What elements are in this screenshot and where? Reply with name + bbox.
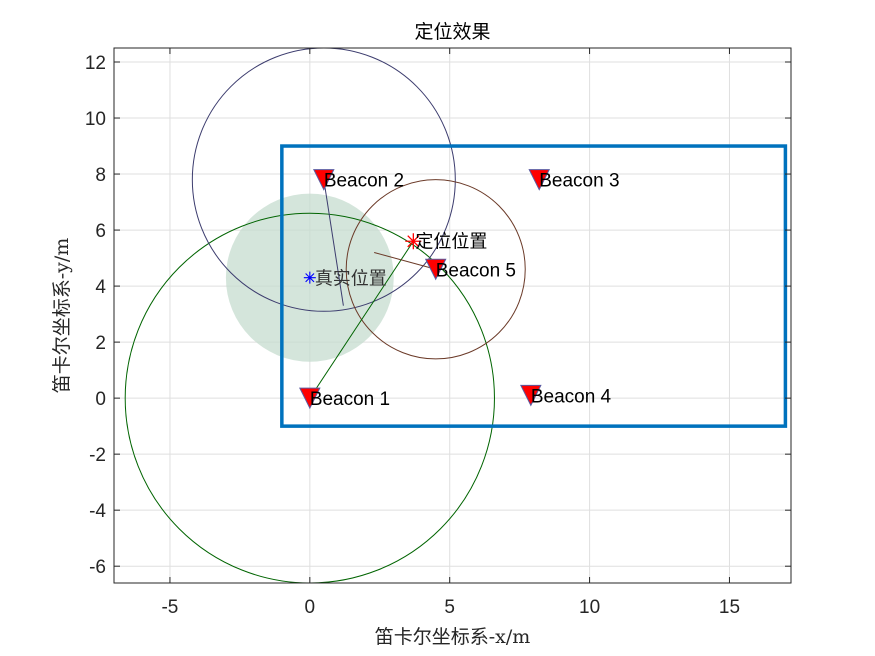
range-line-beacon-1	[309, 240, 414, 399]
beacon-marker-4	[520, 384, 542, 407]
x-tick-label-3: 10	[579, 597, 600, 618]
beacon-marker-1	[299, 387, 321, 410]
y-tick-label-2: -2	[89, 445, 106, 466]
beacon-label-2: Beacon 2	[324, 171, 404, 192]
y-axis-title: 笛卡尔坐标系-y/m	[51, 238, 73, 394]
x-tick-label-2: 5	[444, 597, 455, 618]
y-tick-label-1: -4	[89, 501, 106, 522]
true-position-label: 真实位置	[315, 269, 387, 290]
x-tick-label-0: -5	[161, 597, 178, 618]
x-tick-label-1: 0	[305, 597, 316, 618]
x-tick-label-4: 15	[719, 597, 740, 618]
beacon-label-3: Beacon 3	[539, 171, 619, 192]
range-line-beacon-2	[323, 179, 344, 306]
chart-title: 定位效果	[414, 21, 490, 43]
true-position-marker	[303, 271, 316, 284]
y-tick-label-4: 2	[95, 333, 106, 354]
plot-area: Beacon 1 Beacon 2 Beacon 3 Beacon 4 Beacon 5…	[85, 47, 792, 618]
axes-box	[113, 47, 792, 584]
beacon-label-4: Beacon 4	[531, 386, 612, 407]
y-tick-label-6: 6	[95, 221, 106, 242]
beacon-marker-2	[313, 169, 335, 191]
x-axis-title: 笛卡尔坐标系-x/m	[375, 626, 531, 648]
plot-background	[114, 48, 791, 583]
beacon-label-5: Beacon 5	[436, 260, 516, 281]
range-circle-beacon-5	[345, 179, 526, 360]
beacon-marker-3	[528, 169, 551, 191]
y-tick-label-3: 0	[95, 389, 106, 410]
beacon-marker-5	[424, 258, 447, 281]
y-tick-label-5: 4	[95, 277, 106, 298]
range-line-beacon-5	[374, 251, 436, 270]
y-tick-label-7: 8	[95, 165, 106, 186]
y-tick-label-0: -6	[89, 557, 106, 578]
y-tick-label-8: 10	[85, 109, 106, 130]
y-tick-label-9: 12	[85, 53, 106, 74]
estimated-position-label: 定位位置	[415, 231, 487, 252]
beacon-label-1: Beacon 1	[310, 389, 390, 410]
estimated-position-marker	[405, 233, 422, 250]
